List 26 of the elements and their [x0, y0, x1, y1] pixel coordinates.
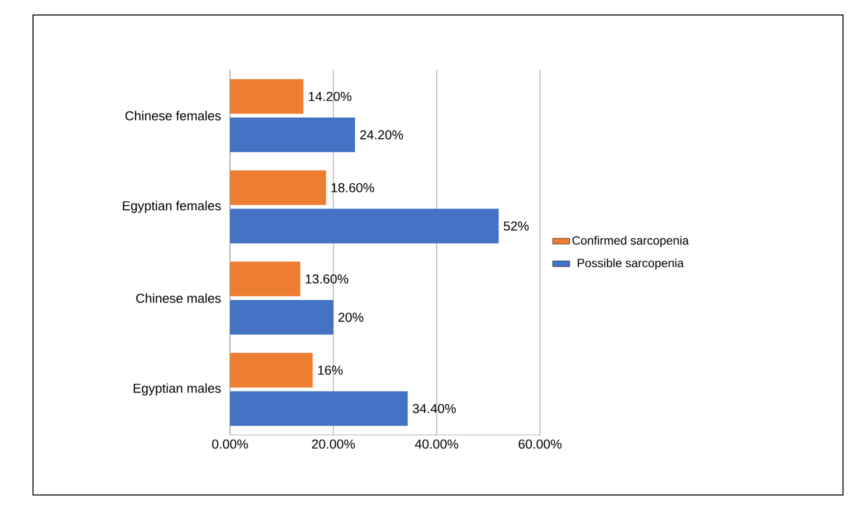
x-tick-label: 60.00% [518, 440, 562, 449]
data-label: 34.40% [412, 404, 456, 414]
data-label: 24.20% [360, 130, 404, 140]
x-tick-label: 40.00% [415, 440, 458, 449]
bar [230, 208, 499, 244]
data-label: 20% [338, 312, 364, 322]
bar [230, 79, 304, 114]
legend-label: Confirmed sarcopenia [572, 236, 689, 248]
bar [230, 352, 313, 388]
y-tick-label: Egyptian males [134, 383, 221, 396]
data-label: 13.60% [306, 274, 348, 284]
legend-label: Possible sarcopenia [578, 258, 684, 270]
bar [230, 170, 326, 206]
data-label: 14.20% [308, 92, 352, 102]
y-tick-label: Chinese females [125, 110, 221, 120]
bar [230, 117, 356, 152]
x-tick-label: 20.00% [312, 440, 355, 449]
data-label: 52% [504, 221, 529, 231]
data-label: 16% [318, 366, 343, 375]
y-tick-label: Chinese males [136, 293, 221, 303]
x-tick-label: 0.00% [212, 440, 248, 449]
bar [230, 262, 300, 296]
bar [230, 300, 334, 335]
y-tick-label: Egyptian females [122, 200, 221, 213]
bar [230, 391, 408, 426]
data-label: 18.60% [332, 183, 374, 192]
